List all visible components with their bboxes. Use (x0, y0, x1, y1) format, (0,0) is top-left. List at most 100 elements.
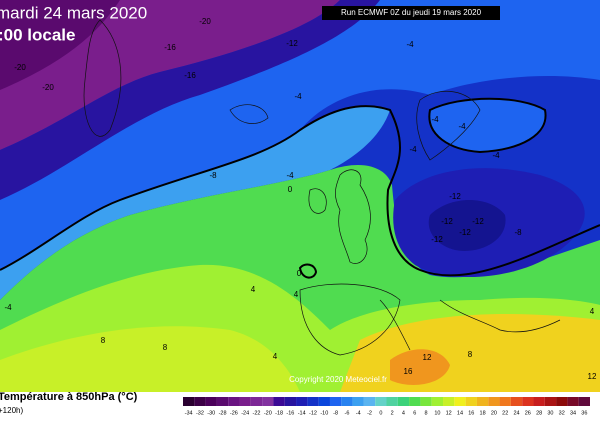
contour-label: 12 (423, 353, 432, 362)
scale-swatch (488, 397, 500, 406)
scale-label: -26 (230, 410, 238, 416)
contour-label: 0 (288, 185, 293, 194)
contour-label: 4 (273, 352, 278, 361)
contour-label: -12 (472, 217, 484, 226)
scale-label: 36 (581, 410, 587, 416)
scale-label: 14 (457, 410, 463, 416)
contour-label: 4 (590, 307, 595, 316)
scale-swatch (216, 397, 229, 406)
scale-swatch (273, 397, 285, 406)
scale-swatch (250, 397, 263, 406)
scale-label: -12 (309, 410, 317, 416)
contour-label: -20 (42, 83, 54, 92)
run-box (322, 6, 500, 20)
scale-label: -4 (356, 410, 361, 416)
scale-swatch (567, 397, 579, 406)
scale-swatch (578, 397, 590, 406)
scale-swatch (183, 397, 195, 406)
scale-swatch (522, 397, 534, 406)
contour-label: 12 (588, 372, 597, 381)
contour-labels: -20 -16 -12 -4 -20 -20 -16 -4 -4 -4 -4 -… (4, 17, 597, 381)
contour-label: -4 (492, 151, 500, 160)
scale-label: -28 (219, 410, 227, 416)
scale-swatch (205, 397, 217, 406)
scale-label: -22 (253, 410, 261, 416)
color-scale: -34 -32 -30 -28 -26 -24 -22 -20 -18 -16 -14 -12 -10-… (183, 397, 590, 416)
scale-label: 4 (402, 410, 405, 416)
scale-swatch (296, 397, 308, 406)
contour-label: -12 (286, 39, 298, 48)
contour-label: -16 (184, 71, 196, 80)
scale-label: -20 (264, 410, 272, 416)
scale-label: 22 (502, 410, 508, 416)
contour-label: -12 (431, 235, 443, 244)
contour-label: -4 (431, 115, 439, 124)
scale-swatch (318, 397, 330, 406)
contour-label: -4 (406, 40, 414, 49)
scale-label: -18 (275, 410, 283, 416)
scale-swatch (375, 397, 387, 406)
scale-label: 12 (446, 410, 452, 416)
scale-label: 34 (570, 410, 576, 416)
scale-label: -10 (320, 410, 328, 416)
lead-label: +120h) (0, 406, 23, 415)
scale-label: 30 (547, 410, 553, 416)
map-title: mardi 24 mars 2020 (0, 3, 147, 22)
map-field (0, 0, 600, 392)
scale-label: 26 (525, 410, 531, 416)
contour-label: -16 (164, 43, 176, 52)
contour-label: -20 (199, 17, 211, 26)
scale-swatch (465, 397, 477, 406)
scale-label: 8 (425, 410, 428, 416)
scale-swatch (386, 397, 398, 406)
contour-label: 8 (101, 336, 106, 345)
contour-label: -4 (409, 145, 417, 154)
scale-swatch (397, 397, 410, 406)
scale-label: -14 (298, 410, 306, 416)
scale-swatch (443, 397, 455, 406)
scale-swatch (533, 397, 545, 406)
scale-swatch (499, 397, 511, 406)
scale-label: 32 (559, 410, 565, 416)
scale-swatch (329, 397, 342, 406)
scale-swatch (420, 397, 432, 406)
contour-label: -12 (459, 228, 471, 237)
scale-swatch (431, 397, 444, 406)
contour-label: 0 (297, 269, 302, 278)
scale-label: 28 (536, 410, 542, 416)
scale-swatch (454, 397, 466, 406)
scale-label: -30 (207, 410, 215, 416)
variable-label: Température à 850hPa (°C) (0, 391, 138, 403)
scale-label: -6 (344, 410, 349, 416)
scale-label: -2 (367, 410, 372, 416)
scale-swatch (228, 397, 240, 406)
scale-label: 10 (434, 410, 440, 416)
scale-swatch (194, 397, 206, 406)
scale-swatch (363, 397, 376, 406)
contour-label: 8 (163, 343, 168, 352)
scale-swatch (544, 397, 557, 406)
scale-label: -32 (196, 410, 204, 416)
run-info: Run ECMWF 0Z du jeudi 19 mars 2020 (341, 8, 482, 17)
contour-label: 16 (404, 367, 413, 376)
scale-label: 0 (379, 410, 382, 416)
scale-label: -16 (286, 410, 294, 416)
scale-label: 20 (491, 410, 497, 416)
scale-label: 18 (480, 410, 486, 416)
scale-swatch (307, 397, 319, 406)
scale-swatch (341, 397, 353, 406)
scale-swatch (556, 397, 568, 406)
scale-swatch (262, 397, 274, 406)
contour-label: -8 (209, 171, 217, 180)
contour-label: -4 (458, 122, 466, 131)
contour-label: 8 (468, 350, 473, 359)
contour-label: 4 (251, 285, 256, 294)
scale-label: 16 (468, 410, 474, 416)
scale-swatch (352, 397, 364, 406)
scale-label: -24 (241, 410, 249, 416)
scale-swatch (284, 397, 297, 406)
contour-label: -8 (514, 228, 522, 237)
scale-swatch (409, 397, 421, 406)
